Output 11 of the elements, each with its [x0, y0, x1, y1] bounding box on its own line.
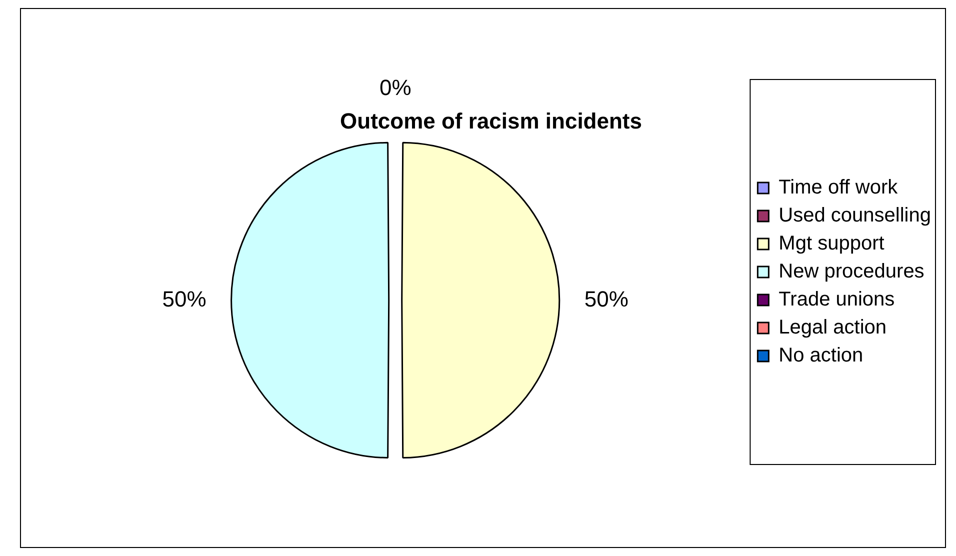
legend-label: New procedures [778, 260, 924, 283]
text: 0% [379, 75, 412, 100]
text: Outcome of racism incidents [340, 108, 642, 134]
legend-label: Used counselling [778, 204, 932, 227]
legend-label: Legal action [778, 316, 887, 339]
legend-label: Time off work [778, 176, 899, 199]
data-label: 50% [584, 286, 628, 312]
legend-label: Trade unions [778, 288, 895, 311]
data-label: 50% [162, 286, 206, 312]
legend-label: No action [778, 344, 864, 367]
legend-label: Mgt support [778, 232, 885, 255]
